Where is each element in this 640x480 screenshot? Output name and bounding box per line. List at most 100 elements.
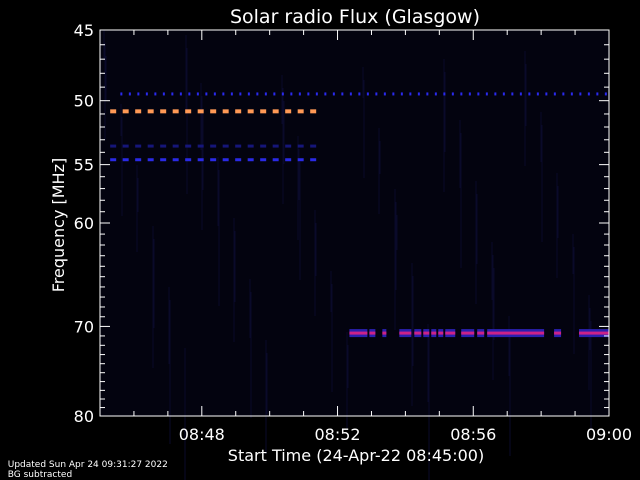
emission-band-mark xyxy=(135,144,142,148)
emission-band-mark xyxy=(502,92,505,96)
emission-band-mark xyxy=(528,92,531,96)
emission-band-mark xyxy=(172,109,179,114)
emission-band-core xyxy=(554,331,562,335)
emission-band-mark xyxy=(285,144,292,148)
emission-band-mark xyxy=(545,92,548,96)
emission-band-mark xyxy=(222,92,225,96)
emission-band-mark xyxy=(285,158,292,162)
emission-band-mark xyxy=(110,109,117,114)
y-tick-label: 50 xyxy=(74,92,94,111)
emission-band-mark xyxy=(297,109,304,114)
emission-band-mark xyxy=(315,92,318,96)
emission-band-mark xyxy=(310,144,317,148)
emission-band-mark xyxy=(272,158,279,162)
y-tick-label: 80 xyxy=(74,407,94,426)
emission-band-core xyxy=(382,331,387,335)
emission-band-mark xyxy=(179,92,182,96)
emission-band-mark xyxy=(239,92,242,96)
footer: Updated Sun Apr 24 09:31:27 2022 BG subt… xyxy=(2,450,182,480)
emission-band-mark xyxy=(417,92,420,96)
emission-band-core xyxy=(369,331,376,335)
emission-band-mark xyxy=(235,144,242,148)
emission-band-mark xyxy=(285,109,292,114)
emission-band-core xyxy=(579,331,609,335)
emission-band-mark xyxy=(272,144,279,148)
emission-band-mark xyxy=(120,92,123,96)
emission-band-mark xyxy=(256,92,259,96)
emission-band-mark xyxy=(110,158,117,162)
emission-band-mark xyxy=(349,92,352,96)
emission-band-mark xyxy=(383,92,386,96)
emission-band-mark xyxy=(260,158,267,162)
background-note: BG subtracted xyxy=(7,470,73,480)
y-tick-label: 70 xyxy=(74,317,94,336)
emission-band-mark xyxy=(562,92,565,96)
emission-band-mark xyxy=(185,109,192,114)
emission-band-mark xyxy=(511,92,514,96)
emission-band-mark xyxy=(366,92,369,96)
emission-band-mark xyxy=(596,92,599,96)
emission-band-mark xyxy=(519,92,522,96)
emission-band-mark xyxy=(122,109,129,114)
emission-band-mark xyxy=(205,92,208,96)
emission-band-mark xyxy=(147,144,154,148)
emission-band-mark xyxy=(185,144,192,148)
emission-band-mark xyxy=(210,158,217,162)
emission-band-mark xyxy=(188,92,191,96)
emission-band-mark xyxy=(579,92,582,96)
emission-band-mark xyxy=(468,92,471,96)
emission-band-mark xyxy=(196,92,199,96)
chart-title: Solar radio Flux (Glasgow) xyxy=(230,6,480,28)
emission-band-mark xyxy=(298,92,301,96)
emission-band-mark xyxy=(160,158,167,162)
emission-band-mark xyxy=(358,92,361,96)
emission-band-mark xyxy=(324,92,327,96)
x-tick-label: 08:48 xyxy=(179,425,225,444)
emission-band-core xyxy=(445,331,456,335)
emission-band-mark xyxy=(137,92,140,96)
emission-band-mark xyxy=(451,92,454,96)
emission-band-mark xyxy=(172,144,179,148)
y-tick-label: 55 xyxy=(74,156,94,175)
emission-band-mark xyxy=(587,92,590,96)
emission-band-mark xyxy=(536,92,539,96)
emission-band-mark xyxy=(332,92,335,96)
emission-band-mark xyxy=(185,158,192,162)
emission-band-mark xyxy=(553,92,556,96)
emission-band-mark xyxy=(147,109,154,114)
emission-band-mark xyxy=(171,92,174,96)
emission-band-mark xyxy=(494,92,497,96)
emission-band-mark xyxy=(230,92,233,96)
emission-band-mark xyxy=(172,158,179,162)
emission-band-mark xyxy=(222,144,229,148)
emission-band-mark xyxy=(272,109,279,114)
emission-band-mark xyxy=(154,92,157,96)
emission-band-mark xyxy=(210,109,217,114)
emission-band-mark xyxy=(122,144,129,148)
emission-band-mark xyxy=(197,109,204,114)
emission-band-mark xyxy=(341,92,344,96)
emission-band-mark xyxy=(147,158,154,162)
emission-band-core xyxy=(438,331,444,335)
emission-band-mark xyxy=(197,158,204,162)
emission-band-mark xyxy=(273,92,276,96)
emission-band-mark xyxy=(247,158,254,162)
emission-band-core xyxy=(461,331,475,335)
emission-band-mark xyxy=(135,109,142,114)
emission-band-mark xyxy=(264,92,267,96)
emission-band-mark xyxy=(247,92,250,96)
y-tick-label: 45 xyxy=(74,21,94,40)
x-axis-label: Start Time (24-Apr-22 08:45:00) xyxy=(228,446,484,465)
emission-band-mark xyxy=(485,92,488,96)
emission-band-mark xyxy=(235,158,242,162)
emission-band-mark xyxy=(281,92,284,96)
x-tick-label: 08:56 xyxy=(450,425,496,444)
emission-band-mark xyxy=(604,92,607,96)
emission-band-mark xyxy=(310,109,317,114)
emission-band-core xyxy=(487,331,545,335)
emission-band-core xyxy=(423,331,430,335)
emission-band-mark xyxy=(310,158,317,162)
emission-band-mark xyxy=(375,92,378,96)
updated-timestamp: Updated Sun Apr 24 09:31:27 2022 xyxy=(7,460,168,470)
emission-band-mark xyxy=(235,109,242,114)
